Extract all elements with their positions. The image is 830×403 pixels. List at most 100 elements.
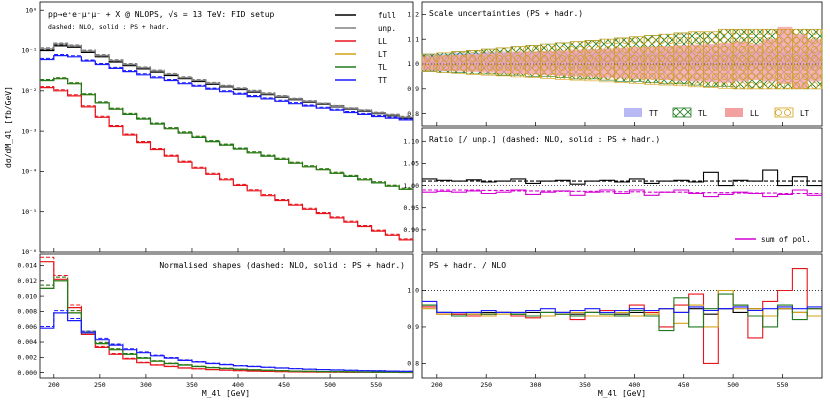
scale-band-LT	[584, 40, 601, 82]
psnlo-ytick-label: 1.0	[407, 287, 419, 295]
psnlo-xtick-label: 500	[727, 381, 739, 389]
scale-ytick-label: 1.2	[407, 11, 419, 19]
legend-label-scale-TT: TT	[649, 109, 659, 118]
xlabel-right: M_4l [GeV]	[598, 389, 646, 398]
main-series-nlo-LT	[40, 77, 413, 189]
psnlo-xtick-label: 200	[431, 381, 443, 389]
legend-label-TL: TL	[378, 63, 388, 72]
shapes-series-nlo-TT	[40, 310, 413, 372]
scale-band-LT	[688, 31, 704, 88]
scale-band-LT	[658, 33, 675, 86]
scale-band-LT	[510, 46, 527, 78]
ratio-ytick-label: 1.05	[403, 160, 419, 168]
scale-title: Scale uncertainties (PS + hadr.)	[429, 9, 583, 18]
shapes-xtick-label: 350	[186, 381, 198, 389]
scale-band-LT	[599, 38, 615, 83]
legend-label-scale-LL: LL	[750, 109, 760, 118]
ratio-ytick-label: 1.00	[403, 182, 419, 190]
scale-band-LT	[421, 53, 438, 72]
scale-band-LT	[762, 28, 778, 90]
shapes-title: Normalised shapes (dashed: NLO, solid : …	[159, 261, 405, 270]
psnlo-series-TL	[422, 293, 822, 332]
ratio-ytick-label: 0.90	[403, 226, 419, 234]
shapes-ytick-label: 0.012	[17, 277, 37, 285]
psnlo-series-TT	[422, 300, 822, 313]
ratio-title: Ratio [/ unp.] (dashed: NLO, solid : PS …	[429, 135, 660, 144]
shapes-series-nlo-LL	[40, 256, 413, 373]
scale-band-LT	[777, 28, 793, 90]
main-series-nlo-unp	[40, 42, 413, 117]
main-ylabel: dσ/dM_4l [fb/GeV]	[4, 86, 13, 168]
shapes-xtick-label: 200	[48, 381, 60, 389]
panel-shapes	[39, 253, 414, 379]
main-series-TL	[40, 78, 413, 190]
psnlo-ytick-label: 0.8	[407, 360, 419, 368]
ratio-ytick-label: 0.95	[403, 204, 419, 212]
legend-label-scale-TL: TL	[698, 109, 708, 118]
scale-band-LT	[717, 28, 734, 89]
ratio-series-3	[422, 189, 822, 195]
scale-band-LT	[629, 36, 645, 84]
shapes-ytick-label: 0.008	[17, 308, 37, 316]
shapes-series-nlo-LT	[40, 276, 413, 373]
scale-band-LT	[643, 35, 660, 85]
main-ytick-label: 10⁻⁴	[21, 168, 37, 176]
legend-label-TT: TT	[378, 76, 388, 85]
shapes-xtick-label: 550	[370, 381, 382, 389]
shapes-xtick-label: 450	[278, 381, 290, 389]
shapes-series-LL	[40, 261, 413, 374]
psnlo-title: PS + hadr. / NLO	[429, 261, 506, 270]
shapes-ytick-label: 0.002	[17, 354, 37, 362]
shapes-series-nlo-TL	[40, 276, 413, 373]
legend-swatch-TT	[624, 108, 642, 117]
psnlo-xtick-label: 300	[530, 381, 542, 389]
scale-band-LT	[451, 51, 467, 74]
psnlo-ytick-label: 0.9	[407, 323, 419, 331]
shapes-ytick-label: 0.004	[17, 338, 37, 346]
psnlo-series-LT	[422, 289, 822, 328]
legend-label-LL: LL	[378, 37, 388, 46]
legend-label-LT: LT	[378, 50, 388, 59]
figure-title: pp→e⁺e⁻μ⁺μ⁻ + X @ NLOPS, √s = 13 TeV: FI…	[48, 10, 275, 19]
scale-band-LT	[614, 37, 630, 83]
shapes-ytick-label: 0.006	[17, 323, 37, 331]
ratio-ytick-label: 1.10	[403, 137, 419, 145]
main-ytick-label: 10⁰	[25, 6, 37, 14]
main-ytick-label: 10⁻²	[21, 87, 37, 95]
main-legend: full unp. LL LT TL TT	[335, 11, 396, 85]
psnlo-xtick-label: 450	[678, 381, 690, 389]
scale-band-LT	[673, 32, 689, 87]
main-ytick-label: 10⁻³	[21, 127, 37, 135]
shapes-ytick-label: 0.014	[17, 262, 37, 270]
scale-band-LT	[555, 42, 571, 80]
scale-band-LT	[806, 28, 823, 90]
legend-swatch-LL	[725, 108, 743, 117]
main-series-nlo-LL	[40, 86, 413, 240]
ratio-series-0	[422, 169, 822, 187]
main-series-unp	[40, 43, 413, 118]
scale-band-LT	[792, 28, 808, 90]
shapes-ytick-label: 0.000	[17, 369, 37, 377]
scale-ytick-label: 0.9	[407, 85, 419, 93]
psnlo-xtick-label: 250	[480, 381, 492, 389]
main-series-TT	[40, 55, 413, 121]
main-series-LL	[40, 87, 413, 241]
psnlo-xtick-label: 400	[628, 381, 640, 389]
shapes-xtick-label: 400	[232, 381, 244, 389]
ratio-legend: sum of pol.	[735, 235, 811, 244]
main-ytick-label: 10⁻⁵	[21, 208, 37, 216]
shapes-xtick-label: 500	[324, 381, 336, 389]
scale-band-LT	[466, 50, 482, 75]
shapes-series-TL	[40, 280, 413, 373]
scale-band-LT	[703, 31, 719, 88]
main-series-nlo-TT	[40, 54, 413, 120]
panel-main	[39, 1, 414, 253]
shapes-xtick-label: 250	[94, 381, 106, 389]
shapes-series-LT	[40, 280, 413, 373]
scale-ytick-label: 0.8	[407, 110, 419, 118]
scale-band-LT	[732, 28, 749, 90]
legend-label-sum: sum of pol.	[761, 235, 811, 244]
main-ytick-label: 10⁻⁶	[21, 248, 37, 256]
scale-band-LT	[436, 52, 452, 73]
